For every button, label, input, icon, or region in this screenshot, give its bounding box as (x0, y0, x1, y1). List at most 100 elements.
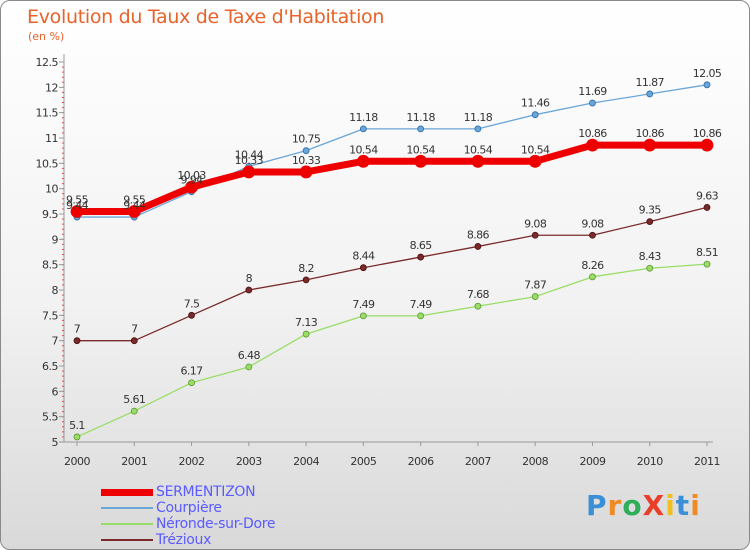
legend-swatch-neronde-sur-dore (101, 523, 153, 525)
data-label: 8.86 (467, 228, 490, 241)
data-point (73, 433, 81, 441)
logo-letter: t (675, 489, 691, 522)
data-point (359, 312, 367, 320)
data-label: 11.69 (578, 85, 607, 98)
unit-label: (en %) (28, 30, 65, 43)
data-point (302, 276, 310, 284)
legend-swatch-sermentizon (101, 489, 153, 496)
data-point (474, 125, 482, 133)
data-point (359, 125, 367, 133)
x-tick-label: 2011 (694, 455, 720, 468)
data-label: 8.44 (352, 250, 375, 263)
series-line (73, 141, 711, 215)
legend-swatch-courpiere (101, 507, 153, 509)
data-point (474, 302, 482, 310)
y-tick-label: 11.5 (36, 107, 59, 120)
data-label: 9.44 (123, 199, 146, 212)
data-label: 11.87 (635, 76, 664, 89)
data-label: 7.5 (184, 297, 200, 310)
data-point (245, 363, 253, 371)
data-point (643, 138, 657, 152)
y-tick-label: 7 (52, 335, 59, 348)
data-label: 9.35 (639, 204, 662, 217)
data-point (302, 330, 310, 338)
data-label: 9.08 (581, 217, 604, 230)
data-point (586, 138, 599, 152)
data-label: 7.87 (524, 279, 547, 292)
y-tick-label: 11 (45, 132, 58, 145)
data-point (474, 243, 482, 250)
y-tick-label: 5.5 (42, 411, 58, 424)
data-label: 9.55 (123, 193, 146, 206)
data-label: 10.54 (521, 143, 550, 156)
data-label: 5.61 (123, 393, 145, 406)
data-label: 5.1 (69, 419, 85, 432)
data-label: 11.18 (464, 111, 493, 124)
series-line (76, 84, 708, 218)
y-tick-label: 9 (52, 233, 59, 246)
data-point (471, 154, 485, 168)
x-tick-label: 2009 (579, 455, 605, 468)
logo-letter: i (665, 489, 676, 522)
data-point (589, 99, 596, 107)
data-label: 10.86 (578, 127, 607, 140)
logo-letter: r (607, 489, 623, 522)
data-point (646, 264, 654, 272)
y-tick-label: 5 (52, 436, 59, 449)
x-tick-label: 2007 (465, 455, 491, 468)
data-label: 6.48 (238, 349, 261, 362)
data-point (242, 165, 256, 179)
data-label: 8.51 (696, 246, 718, 259)
data-label: 10.75 (292, 133, 321, 146)
data-label: 8.2 (298, 262, 314, 275)
series-line (76, 206, 708, 342)
data-point (73, 337, 81, 345)
data-point (646, 218, 654, 226)
data-point (414, 154, 428, 168)
logo-letter: o (622, 489, 643, 522)
data-point (417, 312, 425, 320)
data-label: 8.26 (581, 259, 604, 272)
x-tick-label: 2005 (350, 455, 376, 468)
data-label: 10.33 (235, 154, 264, 167)
data-point (245, 286, 253, 294)
data-point (528, 154, 542, 168)
x-tick-label: 2010 (637, 455, 663, 468)
data-label: 10.86 (635, 127, 664, 140)
data-label: 11.46 (521, 97, 550, 110)
data-point (185, 180, 198, 194)
data-point (589, 273, 596, 281)
legend-label-trezioux: Trézioux (156, 532, 212, 548)
data-label: 10.33 (292, 154, 321, 167)
y-tick-label: 10.5 (36, 157, 59, 170)
data-label: 10.03 (177, 169, 206, 182)
data-point (417, 125, 425, 133)
x-tick-label: 2008 (522, 455, 548, 468)
data-point (302, 147, 310, 155)
data-label: 12.05 (693, 67, 722, 80)
data-label: 7.49 (352, 298, 375, 311)
x-tick-label: 2006 (408, 455, 434, 468)
data-label: 7 (74, 323, 81, 336)
y-tick-label: 12.5 (36, 56, 59, 69)
logo-letter: X (642, 489, 666, 522)
data-point (130, 337, 138, 345)
data-label: 9.08 (524, 217, 547, 230)
y-tick-label: 6.5 (42, 360, 58, 373)
data-point (417, 253, 425, 261)
data-point (646, 90, 654, 98)
data-label: 7.13 (295, 316, 318, 329)
proxiti-logo: ProXiti (586, 489, 701, 522)
y-tick-label: 12 (45, 81, 58, 94)
x-tick-label: 2003 (236, 455, 262, 468)
data-label: 10.86 (693, 127, 722, 140)
data-label: 10.54 (464, 143, 493, 156)
y-tick-label: 8.5 (42, 259, 58, 272)
data-label: 7 (131, 323, 138, 336)
data-point (531, 231, 539, 239)
data-point (130, 407, 138, 415)
data-label: 8 (246, 272, 253, 285)
x-tick-label: 2000 (64, 455, 90, 468)
